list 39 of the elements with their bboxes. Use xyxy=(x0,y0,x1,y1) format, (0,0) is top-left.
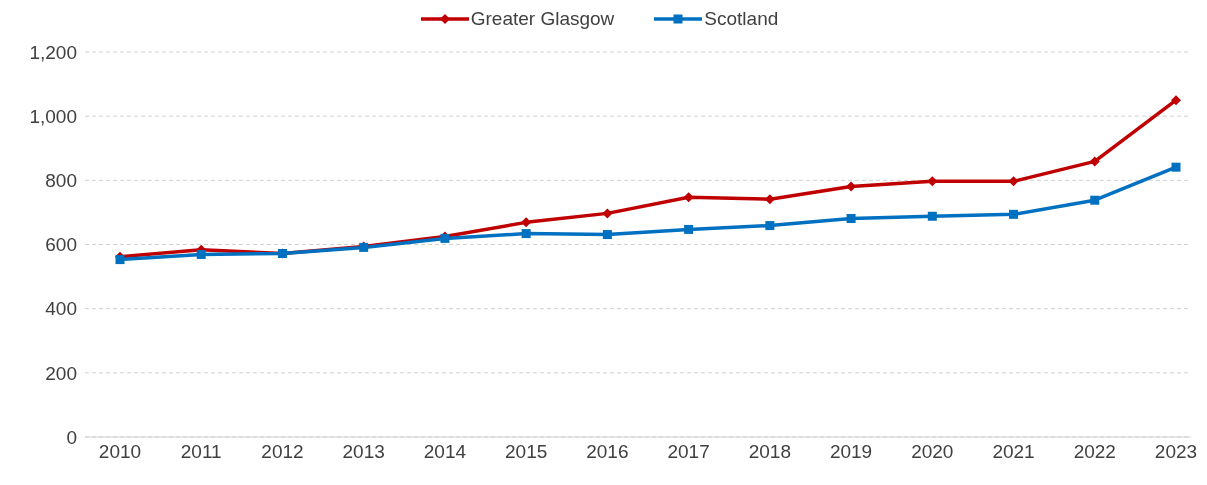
y-tick-label: 800 xyxy=(45,170,77,192)
x-tick-label: 2019 xyxy=(829,441,873,463)
point xyxy=(1171,162,1181,172)
x-tick-label: 2017 xyxy=(667,441,710,463)
y-tick-label: 600 xyxy=(45,234,77,256)
point xyxy=(765,221,775,231)
y-tick-label: 200 xyxy=(45,362,77,384)
x-tick-label: 2022 xyxy=(1073,441,1116,463)
point xyxy=(1009,209,1019,219)
x-tick-label: 2016 xyxy=(586,441,629,463)
point xyxy=(927,211,937,221)
y-tick-label: 0 xyxy=(66,426,77,448)
point xyxy=(1090,195,1100,205)
point xyxy=(196,249,206,259)
legend-label: Scotland xyxy=(704,8,779,30)
x-tick-label: 2021 xyxy=(992,441,1035,463)
y-tick-label: 1,000 xyxy=(29,105,77,127)
point xyxy=(115,255,125,265)
x-tick-label: 2011 xyxy=(180,441,222,463)
point xyxy=(521,217,532,228)
x-tick-label: 2014 xyxy=(423,441,467,463)
y-tick-label: 400 xyxy=(45,298,77,320)
x-tick-label: 2015 xyxy=(505,441,548,463)
point xyxy=(602,230,612,240)
point xyxy=(684,224,694,234)
point xyxy=(1089,156,1100,167)
point xyxy=(602,208,613,219)
point xyxy=(683,192,694,203)
x-tick-label: 2020 xyxy=(911,441,954,463)
y-tick-label: 1,200 xyxy=(29,41,77,63)
point xyxy=(846,214,856,224)
x-tick-label: 2012 xyxy=(261,441,304,463)
x-tick-label: 2010 xyxy=(98,441,142,463)
point xyxy=(1171,95,1181,106)
x-tick-label: 2023 xyxy=(1154,441,1198,463)
x-tick-label: 2018 xyxy=(748,441,791,463)
point xyxy=(521,229,531,239)
legend-label: Greater Glasgow xyxy=(470,8,615,30)
x-tick-label: 2013 xyxy=(342,441,385,463)
